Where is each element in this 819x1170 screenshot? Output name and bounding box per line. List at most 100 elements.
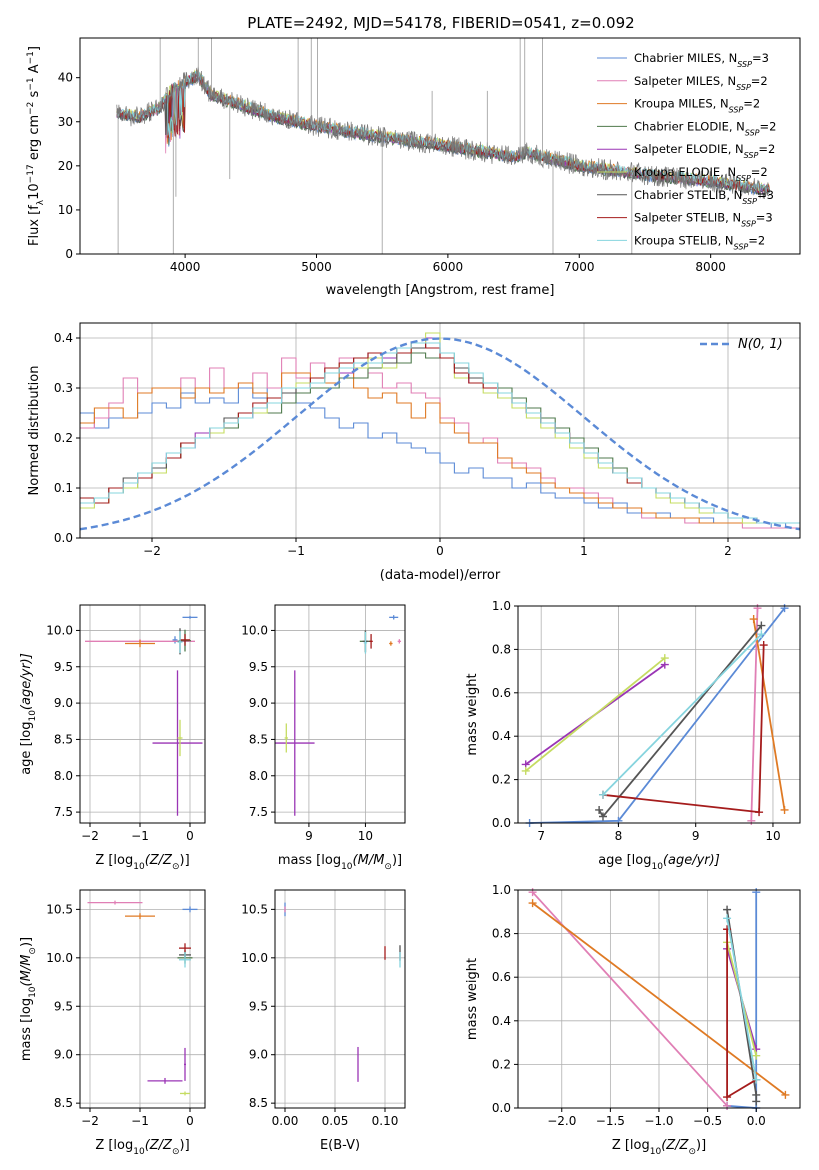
y-tick-label: 0.1 (54, 481, 73, 495)
x-tick-label: 0 (186, 829, 194, 843)
weight-marker (752, 1075, 761, 1084)
legend-label: Chabrier MILES, NSSP=3 (634, 51, 769, 69)
x-tick-label: 0 (186, 1114, 194, 1128)
weight-line (532, 902, 786, 1096)
y-tick-label: 0.0 (492, 1101, 511, 1115)
x-axis-label: Z [log10(Z/Z⊙)] (612, 1138, 706, 1157)
weight-line (752, 618, 786, 811)
y-tick-label: 0.4 (492, 729, 511, 743)
age-vs-metallicity-panel: −2 −1 0 7.5 8.0 8.5 9.0 9.5 10.0 Z [log10(Z/Z⊙)] a… (19, 604, 206, 872)
weight-marker (759, 641, 768, 650)
y-tick-label: 8.0 (54, 769, 73, 783)
x-tick-label: −1 (287, 544, 305, 558)
y-tick-label: 9.5 (54, 999, 73, 1013)
y-tick-label: 8.5 (249, 1096, 268, 1110)
y-axis-label: Normed distribution (27, 366, 42, 496)
weight-line (602, 633, 763, 796)
x-axis-label: Z [log10(Z/Z⊙)] (95, 1138, 189, 1157)
y-tick-label: 0.6 (492, 970, 511, 984)
weight-line (750, 608, 759, 821)
legend-label: Salpeter ELODIE, NSSP=2 (634, 142, 775, 160)
x-tick-label: −2 (81, 829, 99, 843)
x-tick-label: −1.0 (644, 1114, 673, 1128)
x-tick-label: 6000 (433, 260, 464, 274)
y-tick-label: 10 (58, 203, 73, 217)
x-tick-label: 0.05 (322, 1114, 349, 1128)
weight-marker (660, 654, 669, 663)
y-tick-label: 0.3 (54, 381, 73, 395)
weight-marker (752, 888, 761, 897)
x-tick-label: 8000 (695, 260, 726, 274)
y-tick-label: 0.0 (54, 531, 73, 545)
weight-marker (757, 621, 766, 630)
y-axis-label: mass weight (465, 958, 480, 1040)
x-axis-label: wavelength [Angstrom, rest frame] (326, 283, 555, 298)
x-tick-label: 10 (765, 829, 780, 843)
weight-marker (521, 766, 530, 775)
y-axis-label-group: mass [log10(M/M⊙)] (19, 937, 38, 1061)
spectrum-lines (116, 38, 770, 254)
y-tick-label: 7.5 (249, 805, 268, 819)
axes-frame (274, 889, 406, 1109)
spectrum-panel: 4000 5000 6000 7000 8000 0 10 20 30 40 wavelength … (26, 37, 801, 298)
weight-marker (747, 816, 756, 825)
x-tick-label: 0.00 (272, 1114, 299, 1128)
x-tick-label: 0.10 (372, 1114, 399, 1128)
y-axis-label-group: Flux [fλ10−17 erg cm−2 s−1 A−1] (26, 46, 46, 246)
x-axis-label: (data-model)/error (380, 568, 501, 583)
y-tick-label: 9.5 (54, 660, 73, 674)
y-tick-label: 8.5 (249, 732, 268, 746)
axes-frame (79, 37, 801, 255)
x-tick-label: −2.0 (547, 1114, 576, 1128)
y-tick-label: 0.8 (492, 927, 511, 941)
legend: Chabrier MILES, NSSP=3 Salpeter MILES, NS… (597, 51, 776, 251)
legend-label: Chabrier STELIB, NSSP=3 (634, 188, 774, 206)
data-spectrum (116, 66, 770, 200)
mass-vs-ebv-panel: 0.00 0.05 0.10 8.5 9.0 9.5 10.0 10.5 E(B-V) (241, 889, 406, 1153)
x-tick-label: 0.0 (747, 1114, 766, 1128)
y-tick-label: 10.0 (241, 623, 268, 637)
y-axis-label: mass [log10(M/M⊙)] (19, 937, 38, 1061)
x-axis-label: mass [log10(M/M⊙)] (278, 853, 402, 872)
y-tick-label: 0.2 (492, 1057, 511, 1071)
x-tick-label: −1.5 (596, 1114, 625, 1128)
weight-marker (755, 808, 764, 817)
weight-marker (723, 905, 732, 914)
y-tick-label: 9.5 (249, 660, 268, 674)
weight-marker (528, 899, 537, 908)
y-axis-label: Flux [fλ10−17 erg cm−2 s−1 A−1] (26, 46, 46, 246)
y-tick-label: 0.2 (54, 431, 73, 445)
y-axis-label: mass weight (465, 673, 480, 755)
y-tick-label: 0.8 (492, 642, 511, 656)
weight-marker (752, 1097, 761, 1106)
x-tick-label: −2 (81, 1114, 99, 1128)
x-tick-label: 5000 (301, 260, 332, 274)
y-tick-label: 9.0 (249, 1048, 268, 1062)
y-tick-label: 20 (58, 159, 73, 173)
weight-line (525, 657, 666, 772)
x-axis-label: E(B-V) (320, 1138, 360, 1153)
weight-marker (723, 914, 732, 923)
legend-label: Kroupa MILES, NSSP=2 (634, 97, 760, 115)
y-tick-label: 8.5 (54, 1096, 73, 1110)
legend-label: Chabrier ELODIE, NSSP=2 (634, 119, 776, 137)
x-axis-label: Z [log10(Z/Z⊙)] (95, 853, 189, 872)
x-tick-label: 7 (537, 829, 545, 843)
weight-marker (723, 1093, 732, 1102)
x-tick-label: 9 (305, 829, 313, 843)
x-tick-label: 9 (692, 829, 700, 843)
normal-curve (79, 337, 801, 531)
legend-label: Kroupa ELODIE, NSSP=2 (634, 165, 768, 183)
weight-line (726, 918, 758, 1080)
y-tick-label: 10.5 (46, 902, 73, 916)
x-tick-label: −2 (143, 544, 161, 558)
weight-marker (753, 604, 762, 613)
y-tick-label: 7.5 (54, 805, 73, 819)
y-tick-label: 0.0 (492, 816, 511, 830)
y-tick-label: 30 (58, 115, 73, 129)
y-tick-label: 8.5 (54, 732, 73, 746)
histogram-step (80, 342, 800, 524)
legend-label: Salpeter MILES, NSSP=2 (634, 74, 768, 92)
weight-marker (780, 805, 789, 814)
